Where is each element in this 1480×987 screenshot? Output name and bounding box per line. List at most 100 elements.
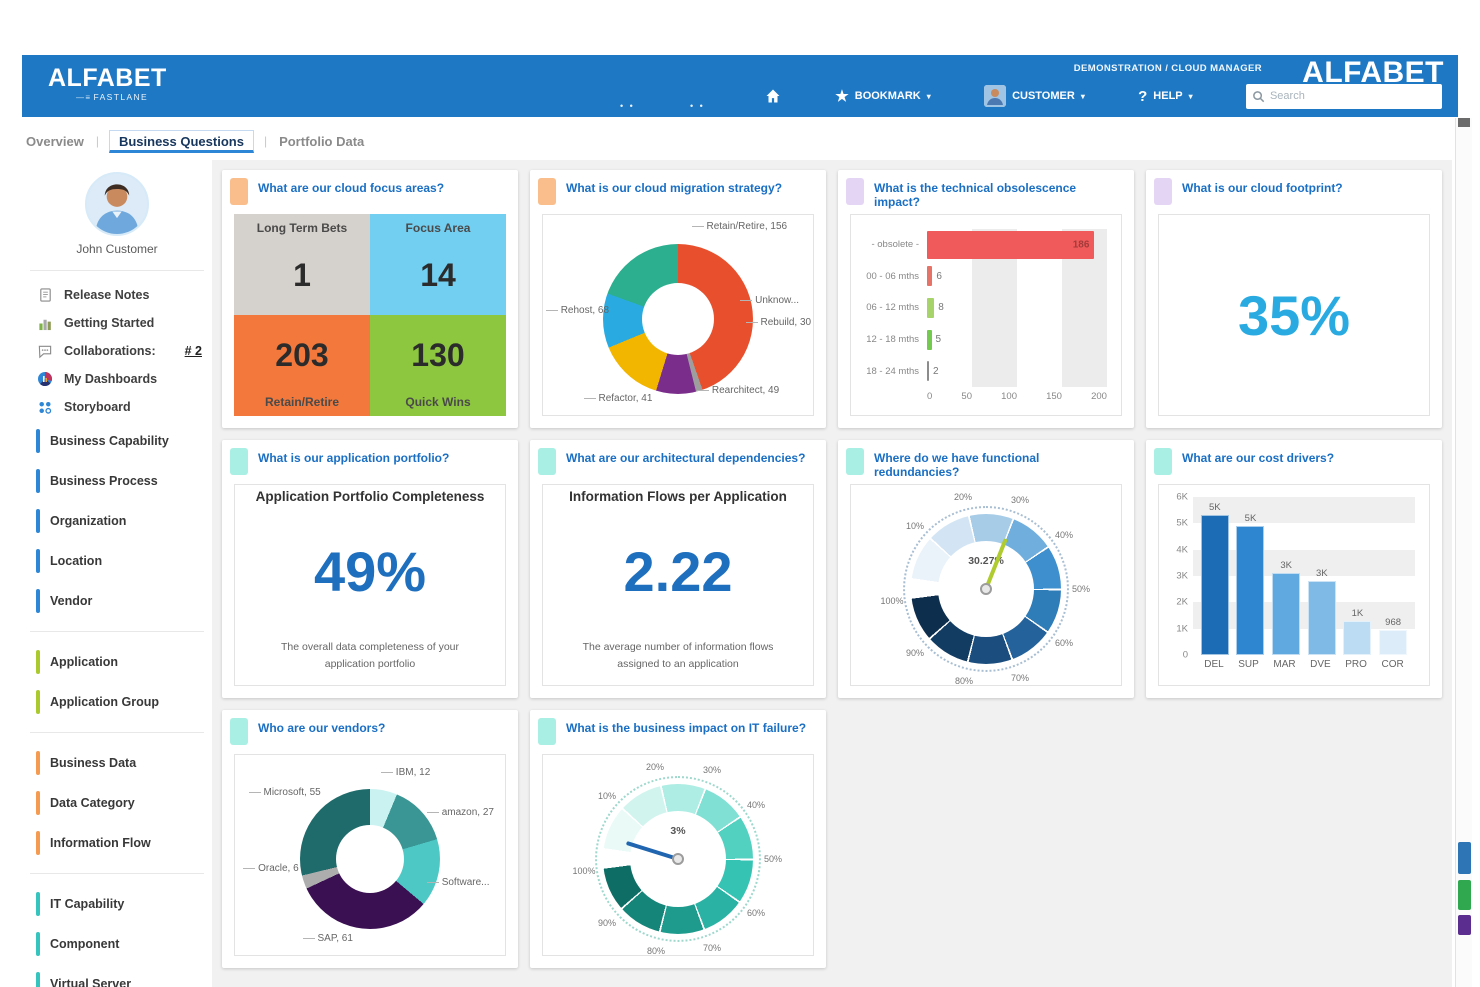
sidebar-item-application-group[interactable]: Application Group [22,682,212,722]
bar-00-06-mths[interactable] [927,266,933,287]
card-title[interactable]: Where do we have functional redundancies… [874,451,1040,479]
gauge-tick-label: 10% [905,521,925,531]
gauge-tick-label: 80% [646,946,666,956]
card-title[interactable]: What is our cloud footprint? [1182,181,1343,195]
matrix-cell-focus-area[interactable]: Focus Area 14 [370,214,506,315]
sidebar-menu-release-notes[interactable]: Release Notes [22,281,212,309]
breadcrumb: Overview | Business Questions | Portfolio Da… [24,126,366,156]
sidebar-item-business-data[interactable]: Business Data [22,743,212,783]
alfabet-logo[interactable]: ALFABET FASTLANE [48,66,167,103]
bar-obsolete[interactable]: 186 [927,230,1095,259]
context-label: DEMONSTRATION / CLOUD MANAGER [1073,63,1262,74]
x-axis-label: COR [1381,659,1404,670]
category-label: Location [50,554,103,568]
card-cloud-focus-areas: What are our cloud focus areas? Long Ter… [222,170,518,428]
card-title[interactable]: What are our architectural dependencies? [566,451,806,465]
card-title[interactable]: What is our cloud migration strategy? [566,181,783,195]
y-axis-tick: 0 [1182,649,1188,661]
donut-ring[interactable] [603,244,753,394]
search-input[interactable] [1269,90,1436,102]
card-title[interactable]: What are our cost drivers? [1182,451,1335,465]
bar-dve[interactable] [1307,581,1336,655]
sidebar-menu-my-dashboards[interactable]: My Dashboards [22,365,212,393]
category-label: Application [50,655,119,669]
logo-subtext: FASTLANE [76,92,167,102]
sidebar-item-application[interactable]: Application [22,642,212,682]
kpi-caption: The overall data completeness of your ap… [280,641,459,671]
breadcrumb-item-overview[interactable]: Overview [26,133,84,149]
card-accent [538,718,556,745]
bar-06-12-mths[interactable] [927,297,935,318]
help-label: HELP [1153,90,1183,102]
sidebar-menu: Release Notes Getting Started Collaboratio… [22,281,212,421]
x-axis-label: PRO [1345,659,1367,670]
bar-12-18-mths[interactable] [927,329,932,350]
category-color-bar [36,751,40,775]
card-title[interactable]: What is our application portfolio? [258,451,450,465]
sidebar-item-information-flow[interactable]: Information Flow [22,823,212,863]
bar-del[interactable] [1200,515,1229,655]
card-title[interactable]: What is the business impact on IT failur… [566,721,807,735]
card-title[interactable]: What is the technical obsolescence impac… [874,181,1077,209]
bookmark-label: BOOKMARK [854,90,921,102]
breadcrumb-item-portfolio-data[interactable]: Portfolio Data [279,133,365,149]
grid-band [1193,497,1415,524]
sidebar-item-virtual-server[interactable]: Virtual Server [22,964,212,987]
kpi-panel: Application Portfolio Completeness 49% T… [234,484,506,686]
bar-mar[interactable] [1272,573,1301,655]
sidebar-item-it-capability[interactable]: IT Capability [22,884,212,924]
gauge-tick-label: 60% [1054,638,1074,648]
chevron-down-icon [1081,92,1085,101]
divider [30,270,204,271]
matrix-cell-long-term-bets[interactable]: Long Term Bets 1 [234,214,370,315]
sidebar-item-business-capability[interactable]: Business Capability [22,421,212,461]
card-title[interactable]: What are our cloud focus areas? [258,181,445,195]
sidebar-item-data-category[interactable]: Data Category [22,783,212,823]
bar-sup[interactable] [1236,525,1265,655]
category-color-bar [36,791,40,815]
grid-band [1193,602,1415,629]
sidebar-menu-getting-started[interactable]: Getting Started [22,309,212,337]
x-axis-labels: DEL SUP MAR DVE PRO COR [1193,659,1415,670]
scrollbar-thumb[interactable] [1458,118,1470,127]
bar-value-label: 968 [1385,616,1402,628]
getting-started-icon [36,315,54,331]
bar-row-18-24-mths: 18 - 24 mths 2 [866,355,1107,387]
bar-chart-cost-drivers: 6K 5K 4K 3K 2K 1K 0 5K 5K 3K 3K 1K 968 DEL SUP MAR DVE P… [1158,484,1430,686]
matrix-cell-retain-retire[interactable]: Retain/Retire 203 [234,315,370,416]
breadcrumb-item-business-questions[interactable]: Business Questions [108,129,254,153]
matrix-cell-quick-wins[interactable]: Quick Wins 130 [370,315,506,416]
donut-ring[interactable] [300,789,440,929]
gauge-tick-ring [595,776,761,942]
gauge-tick-label: 100% [572,866,596,876]
sidebar-menu-collaborations[interactable]: Collaborations: # 2 [22,337,212,365]
bar-pro[interactable] [1343,620,1372,655]
sidebar-item-location[interactable]: Location [22,541,212,581]
gauge-hub [672,853,684,865]
home-button[interactable] [764,88,782,104]
donut-label-unknown: Unknow... [740,295,799,306]
card-header: What is our application portfolio? [222,440,518,479]
x-axis-tick: 200 [1091,391,1107,402]
help-menu[interactable]: HELP [1138,88,1193,105]
donut-label-amazon: amazon, 27 [427,807,494,818]
bar-cor[interactable] [1379,629,1408,655]
search-box[interactable] [1245,83,1442,109]
card-title[interactable]: Who are our vendors? [258,721,386,735]
sidebar-item-business-process[interactable]: Business Process [22,461,212,501]
sidebar-menu-storyboard[interactable]: Storyboard [22,393,212,421]
card-functional-redundancies: Where do we have functional redundancies… [838,440,1134,698]
customer-menu[interactable]: CUSTOMER [984,85,1085,107]
breadcrumb-separator: | [95,134,99,148]
gauge-value: 3% [670,825,686,837]
scroll-mark [1458,915,1471,935]
sidebar-item-organization[interactable]: Organization [22,501,212,541]
vertical-scrollbar[interactable] [1455,118,1472,987]
bookmark-menu[interactable]: BOOKMARK [835,87,930,105]
gauge-tick-label: 90% [597,918,617,928]
collaborations-count[interactable]: # 2 [184,344,202,358]
sidebar-item-component[interactable]: Component [22,924,212,964]
sidebar-item-vendor[interactable]: Vendor [22,581,212,621]
bar-18-24-mths[interactable] [927,361,929,382]
y-axis-tick: 2K [1176,596,1188,608]
